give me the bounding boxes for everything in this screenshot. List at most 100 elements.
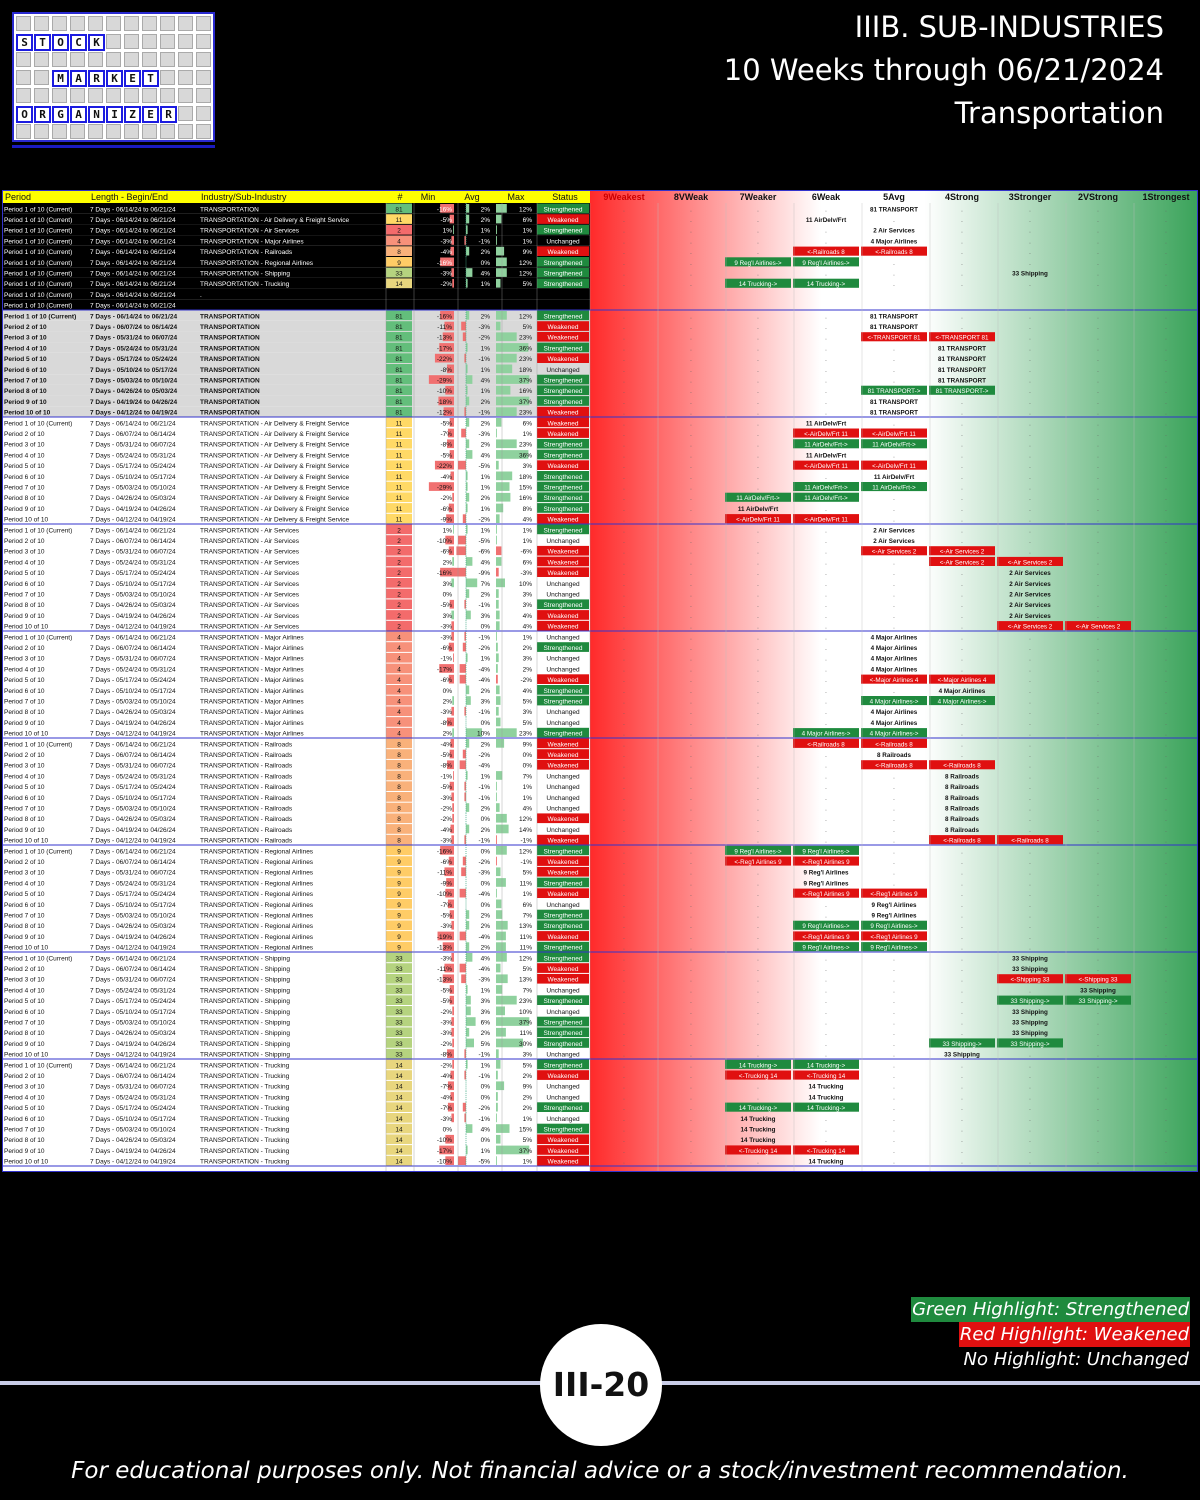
status-cell [537,471,589,481]
movement-box [861,460,927,470]
min-bar [451,236,454,245]
logo-grid-cell [52,88,67,103]
table-row [2,245,590,257]
zone-dot: . [825,913,827,920]
cell-max: 0% [523,752,533,759]
logo-grid-cell [196,106,211,121]
movement-label: 14 Trucking-> [739,1105,778,1112]
cell-industry: TRANSPORTATION - Railroads [200,806,293,813]
status-cell [537,246,589,256]
logo-grid-cell [70,16,85,31]
column-header-7: Status [552,192,578,202]
cell-max: 2% [523,666,533,673]
zone-dot: . [1029,538,1031,545]
zone-dot: . [825,335,827,342]
zone-dot: . [893,688,895,695]
logo-letter: E [142,106,159,123]
cell-avg: 4% [481,1127,491,1134]
cell-status: Weakened [548,1148,579,1155]
zone-dot: . [825,1084,827,1091]
zone-dot: . [757,934,759,941]
zone-dot: . [893,399,895,406]
zone-dot: . [961,1062,963,1069]
cell-count: 8 [397,784,401,791]
zone-dot: . [1097,784,1099,791]
cell-max: 12% [519,260,532,267]
cell-period: Period 4 of 10 [4,987,45,994]
cell-count: 11 [396,463,403,470]
cell-status: Strengthened [543,452,582,459]
movement-label: <-AirDelv/Frt 11 [804,463,848,470]
avg-bar [466,225,468,235]
zone-dot: . [623,1030,625,1037]
cell-length: 7 Days - 06/14/24 to 06/21/24 [90,848,176,855]
position-label: 4 Major Airlines [871,720,918,727]
movement-label: <-Air Services 2 [1076,624,1121,631]
zone-dot: . [690,720,692,727]
avg-bar [466,525,468,534]
status-cell [537,685,589,695]
cell-avg: -3% [478,324,490,331]
cell-count: 9 [397,913,401,920]
zone-dot: . [1097,420,1099,427]
cell-status: Unchanged [546,806,580,813]
avg-bar [466,728,482,737]
cell-length: 7 Days - 04/19/24 to 04/26/24 [90,506,176,513]
table-row [2,438,590,450]
cell-industry: TRANSPORTATION - Air Delivery & Freight … [200,463,350,470]
cell-industry: TRANSPORTATION [200,324,260,331]
zone-dot: . [1165,281,1167,288]
movement-label: 4 Major Airlines-> [870,699,919,706]
table-row [2,577,590,589]
movement-label: <-Trucking 14 [739,1073,778,1080]
avg-bar [466,1145,468,1155]
zone-dot: . [893,345,895,352]
table-row [2,545,590,557]
zone-dot: . [961,923,963,930]
cell-max: 5% [523,281,533,288]
avg-bar [466,739,470,748]
cell-industry: TRANSPORTATION - Major Airlines [200,656,304,663]
cell-length: 7 Days - 06/14/24 to 06/21/24 [90,281,176,288]
avg-bar [466,364,468,374]
cell-industry: TRANSPORTATION - Air Services [200,538,300,545]
cell-avg: 4% [481,378,491,385]
cell-status: Strengthened [543,260,582,267]
cell-period: Period 8 of 10 [4,816,45,823]
zone-dot: . [757,699,759,706]
zone-dot: . [623,1062,625,1069]
status-cell [537,1113,589,1123]
zone-dot: . [1029,410,1031,417]
zone-dot: . [1029,816,1031,823]
cell-industry: TRANSPORTATION [200,335,260,342]
zone-dot: . [961,281,963,288]
zone-dot: . [1029,806,1031,813]
table-row [2,267,590,278]
cell-status: Weakened [548,870,579,877]
cell-period: Period 10 of 10 [4,731,48,738]
table-row [2,620,590,631]
movement-box [997,1038,1063,1048]
table-row [2,1069,590,1081]
cell-status: Strengthened [543,1105,582,1112]
status-cell [537,802,589,813]
max-bar [496,450,529,459]
status-cell [537,792,589,802]
cell-status: Unchanged [546,656,580,663]
zone-dot: . [1097,281,1099,288]
avg-bar [456,546,466,556]
zone-dot: . [1029,1009,1031,1016]
cell-length: 7 Days - 04/26/24 to 05/03/24 [90,1137,176,1144]
zone-dot: . [893,634,895,641]
min-bar [442,332,454,342]
cell-count: 2 [397,624,401,631]
table-row [2,588,590,599]
cell-industry: TRANSPORTATION - Air Delivery & Freight … [200,474,350,481]
zone-dot: . [1029,1084,1031,1091]
cell-avg: 0% [481,1084,491,1091]
zone-dot: . [1097,271,1099,278]
logo-grid-cell [70,52,85,67]
zone-dot: . [623,998,625,1005]
min-bar [437,931,454,941]
zone-dot: . [690,634,692,641]
